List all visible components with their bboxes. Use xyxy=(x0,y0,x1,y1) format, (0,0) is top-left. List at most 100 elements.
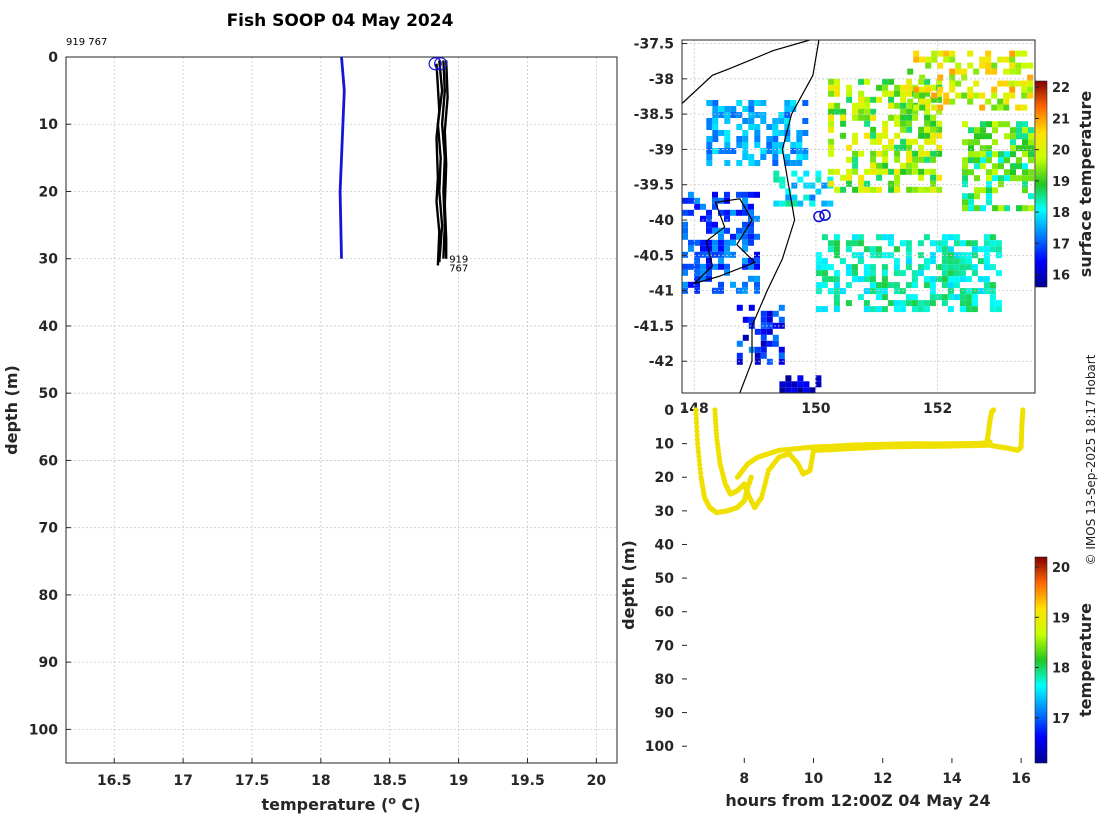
map-sst-pixel xyxy=(882,84,889,91)
map-sst-pixel xyxy=(997,98,1004,105)
map-sst-pixel xyxy=(923,306,930,313)
map-sst-pixel xyxy=(971,246,978,253)
map-sst-pixel xyxy=(900,114,907,121)
map-sst-pixel xyxy=(718,106,725,112)
map-sst-pixel xyxy=(802,154,809,160)
map-sst-pixel xyxy=(974,151,980,158)
map-sst-pixel xyxy=(809,182,816,189)
map-sst-pixel xyxy=(1004,175,1010,182)
map-sst-pixel xyxy=(929,252,936,259)
map-sst-pixel xyxy=(900,96,907,103)
map-sst-pixel xyxy=(778,346,785,353)
map-sst-pixel xyxy=(724,209,730,216)
map-sst-pixel xyxy=(772,154,779,160)
map-sst-pixel xyxy=(893,258,900,265)
map-sst-pixel xyxy=(986,121,992,128)
map-sst-pixel xyxy=(682,221,688,228)
map-sst-pixel xyxy=(989,264,996,271)
map-sst-pixel xyxy=(1009,68,1016,75)
map-sst-pixel xyxy=(718,233,724,240)
map-sst-pixel xyxy=(937,62,944,69)
map-sst-pixel xyxy=(694,287,700,294)
map-sst-pixel xyxy=(706,154,713,160)
map-sst-pixel xyxy=(906,138,913,145)
map-sst-pixel xyxy=(1028,169,1034,176)
map-sst-pixel xyxy=(760,154,767,160)
map-sst-pixel xyxy=(936,186,943,193)
map-sst-pixel xyxy=(1004,205,1010,212)
map-sst-pixel xyxy=(925,98,932,105)
map-sst-pixel xyxy=(748,304,755,311)
map-sst-pixel xyxy=(802,118,809,124)
map-sst-pixel xyxy=(1010,169,1016,176)
map-sst-pixel xyxy=(809,200,816,207)
map-sst-pixel xyxy=(953,240,960,247)
map-sst-pixel xyxy=(754,191,760,198)
map-sst-pixel xyxy=(888,168,895,175)
map-sst-pixel xyxy=(1010,139,1016,146)
map-sst-pixel xyxy=(983,264,990,271)
map-sst-pixel xyxy=(724,160,731,166)
map-sst-pixel xyxy=(834,78,841,85)
map-sst-pixel xyxy=(986,145,992,152)
map-sst-pixel xyxy=(1003,80,1010,87)
map-sst-pixel xyxy=(965,252,972,259)
map-sst-pixel xyxy=(869,306,876,313)
map-sst-pixel xyxy=(840,174,847,181)
map-sst-pixel xyxy=(893,282,900,289)
ts-colorbar-ticks: 17 18 19 20 xyxy=(1035,561,1070,727)
ts-y-tick-label: 10 xyxy=(655,437,675,453)
map-sst-pixel xyxy=(754,160,761,166)
map-sst-pixel xyxy=(924,114,931,121)
map-sst-pixel xyxy=(815,306,822,313)
map-sst-pixel xyxy=(760,112,767,118)
timeseries-point xyxy=(990,407,997,413)
map-sst-pixel xyxy=(754,263,760,270)
map-sst-pixel xyxy=(785,194,792,201)
map-sst-pixel xyxy=(748,239,754,246)
map-sst-pixel xyxy=(973,80,980,87)
map-sst-pixel xyxy=(974,205,980,212)
map-sst-pixel xyxy=(784,112,791,118)
map-sst-pixel xyxy=(959,294,966,301)
ts-colorbar-tick-label: 18 xyxy=(1052,662,1070,677)
ts-colorbar-tick-label: 20 xyxy=(1052,561,1070,576)
map-sst-pixel xyxy=(790,106,797,112)
map-sst-pixel xyxy=(834,84,841,91)
map-colorbar-tick-label: 19 xyxy=(1052,175,1070,190)
timeseries-point xyxy=(694,428,700,434)
map-sst-pixel xyxy=(706,160,713,166)
map-sst-pixel xyxy=(730,239,736,246)
map-sst-pixel xyxy=(863,288,870,295)
map-sst-pixel xyxy=(712,203,718,210)
map-sst-pixel xyxy=(833,234,840,241)
map-coastline-segment xyxy=(682,40,810,104)
map-sst-pixel xyxy=(953,234,960,241)
map-sst-pixel xyxy=(935,294,942,301)
map-lat-tick-label: -41.5 xyxy=(634,319,674,335)
map-sst-pixel xyxy=(912,162,919,169)
map-sst-pixel xyxy=(1004,169,1010,176)
map-sst-pixel xyxy=(919,92,926,99)
profile-ticks: 16.5 17 17.5 18 18.5 19 19.5 20 0 10 20 30 40 50 60 70 8… xyxy=(29,50,607,789)
map-sst-pixel xyxy=(887,240,894,247)
map-sst-pixel xyxy=(959,264,966,271)
map-sst-pixel xyxy=(736,340,743,347)
map-sst-pixel xyxy=(869,246,876,253)
map-sst-pixel xyxy=(730,209,736,216)
map-sst-pixel xyxy=(936,150,943,157)
map-sst-pixel xyxy=(968,145,974,152)
map-sst-pixel xyxy=(724,118,731,124)
map-sst-pixel xyxy=(974,133,980,140)
map-sst-pixel xyxy=(974,163,980,170)
map-sst-pixel xyxy=(724,142,731,148)
map-sst-pixel xyxy=(712,263,718,270)
profile-cast-line xyxy=(436,60,444,263)
map-sst-pixel xyxy=(924,126,931,133)
map-sst-pixel xyxy=(953,270,960,277)
map-sst-pixel xyxy=(930,186,937,193)
map-sst-pixel xyxy=(1022,151,1028,158)
map-sst-pixel xyxy=(869,264,876,271)
map-sst-pixel xyxy=(706,227,712,234)
map-sst-pixel xyxy=(1028,205,1034,212)
